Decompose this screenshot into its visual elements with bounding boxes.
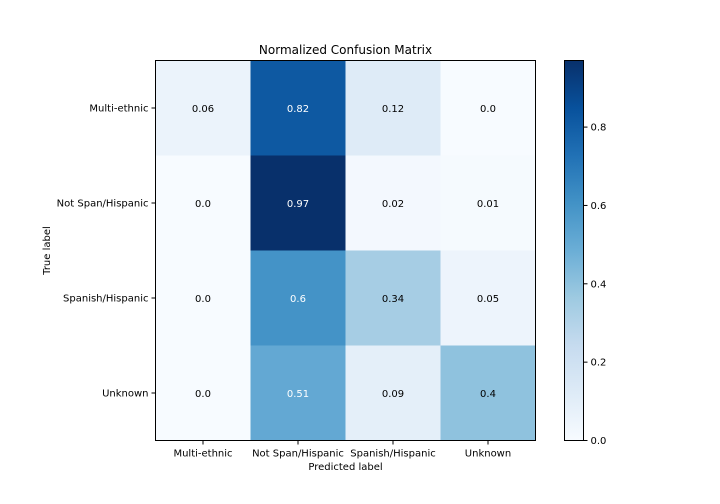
y-axis-ticks: Multi-ethnic Not Span/Hispanic Spanish/His…: [57, 104, 156, 400]
x-axis-ticks: Multi-ethnic Not Span/Hispanic Spanish/His…: [173, 440, 511, 460]
cell-value-label: 0.4: [480, 389, 496, 400]
cell-value-label: 0.02: [382, 199, 404, 210]
cell-value-label: 0.09: [382, 389, 404, 400]
heatmap-cell: [250, 345, 346, 441]
cell-value-label: 0.6: [290, 294, 306, 305]
heatmap-cell: [440, 155, 536, 251]
x-axis-label: Predicted label: [308, 462, 382, 473]
heatmap-cell: [440, 250, 536, 346]
heatmap-cell: [345, 345, 441, 441]
heatmap-cell: [155, 155, 251, 251]
heatmap-cell: [250, 155, 346, 251]
heatmap-cell: [155, 60, 251, 156]
cell-value-label: 0.06: [192, 104, 214, 115]
heatmap-cell: [345, 60, 441, 156]
colorbar-tick-label: 0.2: [591, 358, 607, 369]
heatmap-cell: [250, 250, 346, 346]
x-tick-label: Multi-ethnic: [173, 449, 232, 460]
cell-value-label: 0.0: [480, 104, 496, 115]
cell-value-label: 0.0: [195, 294, 211, 305]
cell-value-label: 0.97: [287, 199, 309, 210]
plot-frame: [155, 60, 536, 441]
heatmap-cell: [155, 250, 251, 346]
heatmap-cell: [155, 345, 251, 441]
colorbar-tick-label: 0.0: [591, 436, 607, 447]
colorbar: [564, 60, 584, 441]
heatmap-cell: [440, 60, 536, 156]
heatmap-cell: [250, 60, 346, 156]
y-tick-label: Multi-ethnic: [89, 104, 148, 115]
heatmap-cell-labels: 0.06 0.82 0.12 0.0 0.0 0.97 0.02 0.01 0.0 0.6 0.34…: [192, 104, 499, 400]
cell-value-label: 0.01: [477, 199, 499, 210]
y-tick-label: Spanish/Hispanic: [63, 294, 148, 305]
chart-title: Normalized Confusion Matrix: [259, 43, 432, 57]
cell-value-label: 0.05: [477, 294, 499, 305]
heatmap-cells: [155, 60, 536, 441]
cell-value-label: 0.0: [195, 389, 211, 400]
y-axis-label: True label: [42, 226, 53, 276]
cell-value-label: 0.51: [287, 389, 309, 400]
cell-value-label: 0.0: [195, 199, 211, 210]
colorbar-tick-label: 0.6: [591, 201, 607, 212]
y-tick-label: Not Span/Hispanic: [57, 199, 149, 210]
x-tick-label: Spanish/Hispanic: [350, 449, 435, 460]
heatmap-cell: [345, 250, 441, 346]
cell-value-label: 0.12: [382, 104, 404, 115]
heatmap-cell: [345, 155, 441, 251]
y-tick-label: Unknown: [102, 389, 148, 400]
cell-value-label: 0.82: [287, 104, 309, 115]
colorbar-tick-label: 0.4: [591, 279, 607, 290]
colorbar-tick-label: 0.8: [591, 123, 607, 134]
x-tick-label: Unknown: [465, 449, 511, 460]
cell-value-label: 0.34: [382, 294, 404, 305]
heatmap-cell: [440, 345, 536, 441]
colorbar-ticks: 0.0 0.2 0.4 0.6 0.8: [583, 123, 607, 447]
x-tick-label: Not Span/Hispanic: [252, 449, 344, 460]
